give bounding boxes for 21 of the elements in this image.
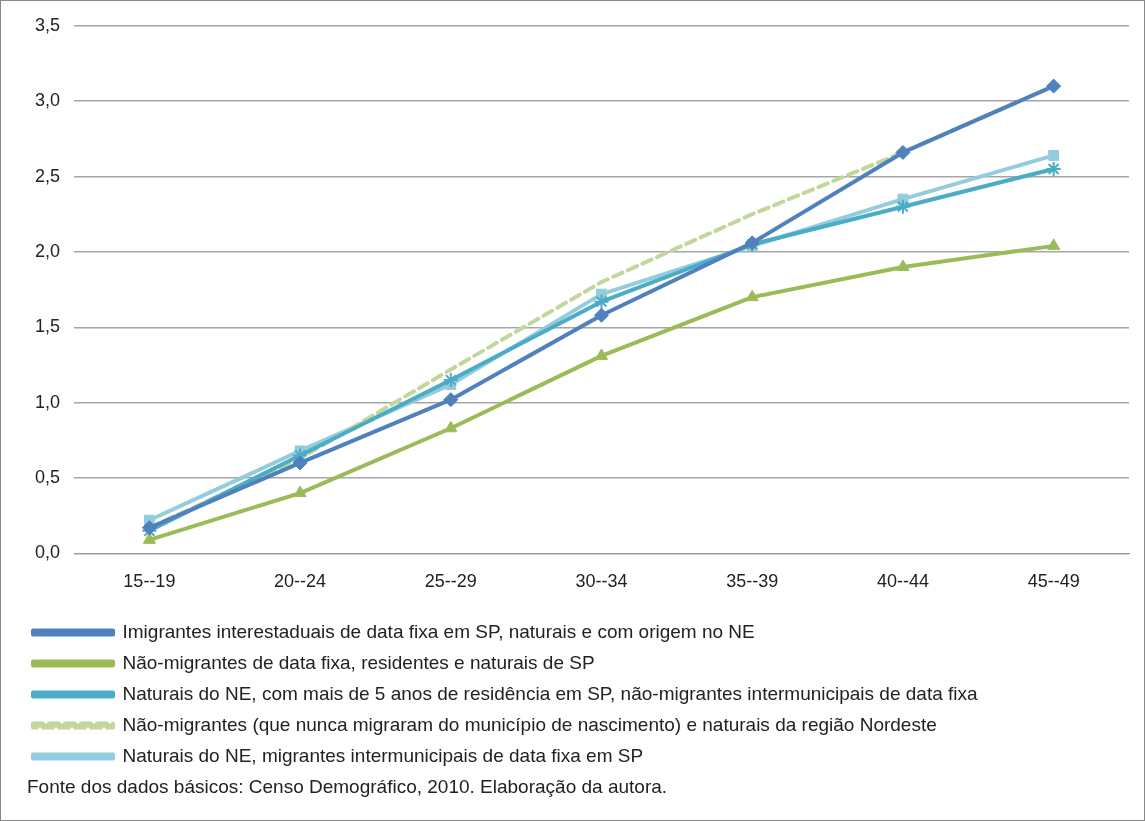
source-note: Fonte dos dados básicos: Censo Demográfico, 2010. Elaboração da autora. bbox=[27, 776, 669, 798]
legend-label: Naturais do NE, com mais de 5 anos de residência em SP, não-migrantes intermunicipais de data fixa bbox=[122, 682, 979, 704]
legend-label: Imigrantes interestaduais de data fixa em SP, naturais e com origem no NE bbox=[122, 620, 755, 642]
x-tick-label: 35--39 bbox=[726, 571, 779, 592]
x-tick-label: 20--24 bbox=[274, 571, 327, 592]
x-tick-label: 40--44 bbox=[876, 571, 929, 592]
y-tick-label: 1,0 bbox=[34, 391, 61, 412]
y-tick-label: 3,0 bbox=[34, 90, 61, 111]
y-tick-label: 0,5 bbox=[34, 467, 61, 487]
y-tick-label: 2,0 bbox=[34, 240, 61, 261]
y-tick-label: 2,5 bbox=[34, 165, 61, 186]
legend-label: Não-migrantes (que nunca migraram do município de nascimento) e naturais da região Nordeste bbox=[122, 713, 937, 735]
legend-label: Naturais do NE, migrantes intermunicipais de data fixa em SP bbox=[122, 744, 644, 766]
y-tick-label: 0,0 bbox=[34, 542, 61, 563]
x-tick-label: 25--29 bbox=[424, 571, 477, 592]
x-tick-label: 15--19 bbox=[123, 571, 176, 592]
y-tick-label: 1,5 bbox=[34, 316, 61, 337]
y-tick-label: 3,5 bbox=[34, 14, 61, 35]
x-tick-label: 45--49 bbox=[1027, 571, 1080, 592]
legend-label: Não-migrantes de data fixa, residentes e naturais de SP bbox=[122, 651, 595, 673]
x-tick-label: 30--34 bbox=[575, 571, 628, 592]
